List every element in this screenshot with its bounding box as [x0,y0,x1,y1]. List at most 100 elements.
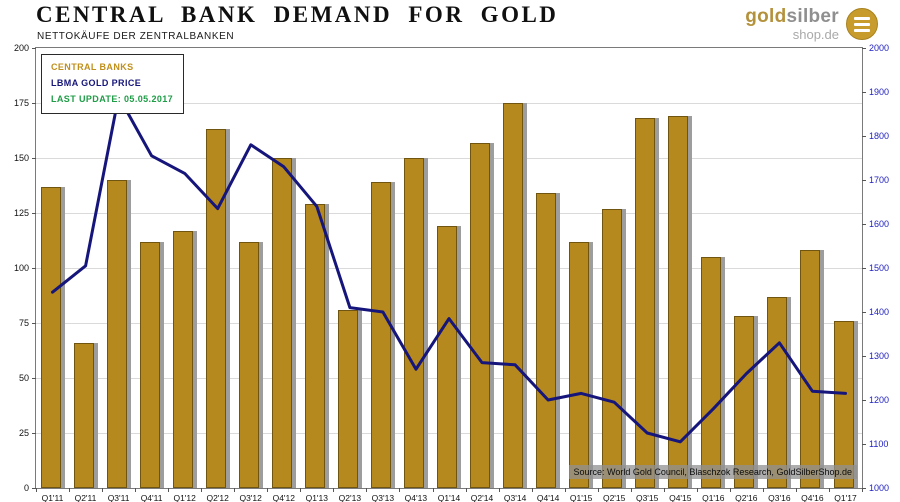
x-axis-tick [498,488,500,492]
y-axis-left-label: 75 [18,318,29,328]
bar-central-banks [767,296,788,488]
bar-central-banks [734,316,755,488]
x-axis-label: Q3'13 [371,493,395,502]
x-axis-label: Q3'11 [107,493,130,502]
y-axis-right-tick [862,400,866,401]
bar-central-banks [437,226,457,488]
legend-central-banks: CENTRAL BANKS [51,62,134,72]
bar-central-banks [569,241,590,488]
y-axis-left-tick [32,378,36,379]
x-axis-tick [696,488,698,492]
bar-central-banks [404,158,424,488]
page-subtitle: NETTOKÄUFE DER ZENTRALBANKEN [37,31,235,42]
legend-last-update: LAST UPDATE: 05.05.2017 [51,93,174,104]
plot-area: CENTRAL BANKS LBMA GOLD PRICE LAST UPDAT… [14,43,889,502]
y-axis-left-label: 150 [13,153,29,163]
x-axis-tick [168,488,170,492]
coin-stack-icon [846,8,878,40]
brand-name-silber: silber [786,6,839,27]
x-axis-tick [333,488,335,492]
bar-central-banks [337,309,358,488]
x-axis-tick [399,488,401,492]
y-axis-left-label: 25 [18,428,29,438]
x-axis-label: Q2'11 [74,493,97,502]
bar-central-banks [271,158,292,488]
x-axis-tick [366,488,368,492]
bar-central-banks [238,241,259,488]
x-axis-label: Q2'13 [338,493,362,502]
y-axis-right-tick [862,488,866,489]
y-axis-left-label: 175 [13,98,29,108]
y-axis-left-tick [32,48,36,49]
bar-central-banks [139,241,160,488]
x-axis-label: Q2'12 [206,493,229,502]
y-axis-left-tick [32,103,36,104]
y-axis-right-tick [862,268,866,269]
brand-logo: goldsilber shop.de [745,7,878,41]
y-axis-right-label: 1600 [869,219,890,229]
y-axis-right-label: 1200 [869,395,890,405]
x-axis-label: Q1'17 [834,493,857,502]
gridline [36,158,862,159]
y-axis-right-tick [862,92,866,93]
x-axis-tick [630,488,632,492]
y-axis-left-tick [32,268,36,269]
y-axis-right-label: 1300 [869,351,890,361]
x-axis-tick [135,488,137,492]
x-axis-tick [762,488,764,492]
x-axis-label: Q1'12 [173,493,196,502]
x-axis-tick [829,488,830,492]
y-axis-left-tick [32,323,36,324]
x-axis-tick [300,488,302,492]
bar-central-banks [205,129,226,488]
y-axis-right-tick [862,444,866,445]
bar-central-banks [602,208,623,488]
x-axis-tick [234,488,236,492]
y-axis-left-label: 200 [13,43,29,53]
y-axis-left-tick [32,433,36,434]
x-axis-tick [465,488,467,492]
x-axis-label: Q4'12 [272,493,295,502]
y-axis-right-label: 1800 [869,131,890,141]
bar-central-banks [503,103,524,488]
y-axis-right-tick [862,312,866,313]
x-axis-label: Q1'14 [437,493,461,502]
x-axis-tick [102,488,104,492]
brand-logo-text: goldsilber shop.de [745,7,839,41]
y-axis-right-tick [862,48,866,49]
x-axis-label: Q3'12 [239,493,262,502]
x-axis-label: Q1'16 [702,493,725,502]
y-axis-right-label: 1900 [869,87,890,97]
x-axis-tick [663,488,665,492]
brand-domain: shop.de [792,27,839,42]
x-axis-tick [862,488,863,492]
page-title: CENTRAL BANK DEMAND FOR GOLD [36,2,559,27]
y-axis-right-tick [862,224,866,225]
x-axis-label: Q4'16 [801,493,824,502]
bar-central-banks [370,182,391,488]
x-axis-label: Q2'15 [602,493,626,502]
x-axis-tick [729,488,731,492]
y-axis-right-tick [862,356,866,357]
x-axis-tick [597,488,599,492]
y-axis-left-tick [32,488,36,489]
y-axis-left-tick [32,213,36,214]
x-axis-label: Q3'16 [768,493,791,502]
x-axis-tick [69,488,70,492]
x-axis-label: Q4'15 [669,493,692,502]
bar-central-banks [470,142,490,488]
x-axis-label: Q1'11 [41,493,64,502]
x-axis-label: Q1'15 [569,493,593,502]
x-axis-label: Q1'13 [305,493,328,502]
y-axis-right-label: 1100 [869,439,889,449]
bar-central-banks [106,180,127,488]
y-axis-left-label: 100 [13,263,29,273]
bar-central-banks [73,342,94,488]
x-axis-tick [36,488,37,492]
y-axis-right-label: 1400 [869,307,890,317]
y-axis-right-label: 1000 [869,483,890,493]
chart-legend: CENTRAL BANKS LBMA GOLD PRICE LAST UPDAT… [41,54,185,115]
y-axis-left-tick [32,158,36,159]
y-axis-left-label: 0 [23,483,29,493]
